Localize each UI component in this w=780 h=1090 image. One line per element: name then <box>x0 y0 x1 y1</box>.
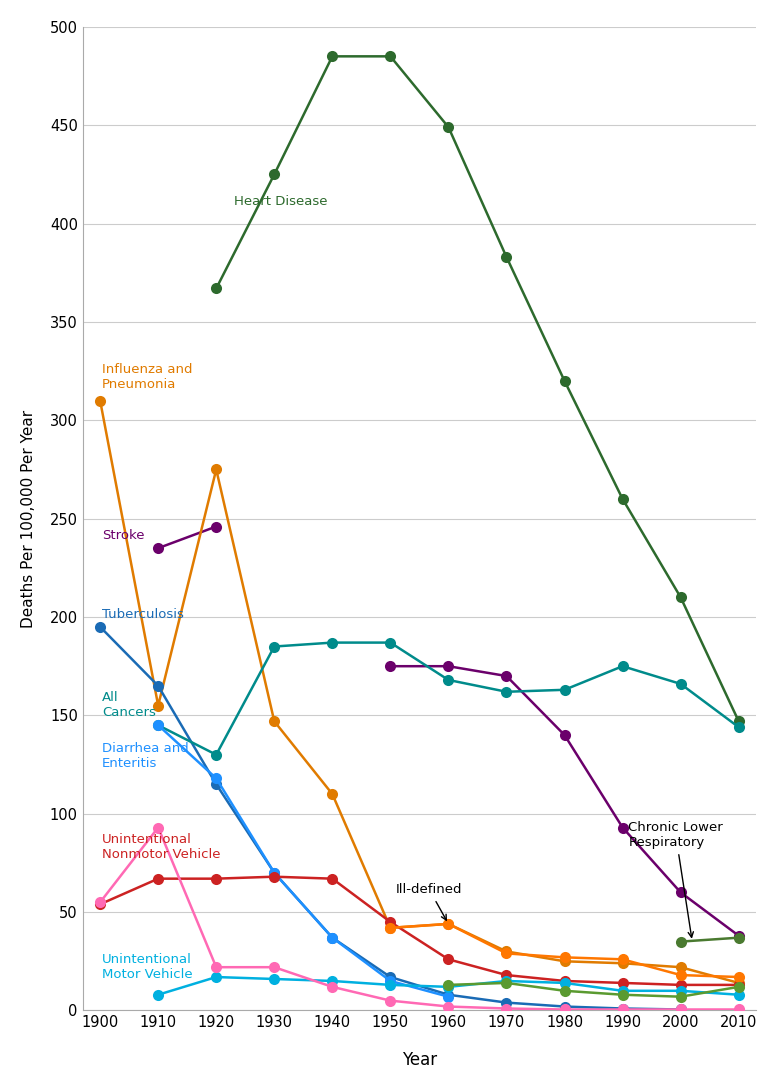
Text: Chronic Lower
Respiratory: Chronic Lower Respiratory <box>629 821 723 937</box>
Text: Stroke: Stroke <box>102 530 144 542</box>
Y-axis label: Deaths Per 100,000 Per Year: Deaths Per 100,000 Per Year <box>21 410 36 628</box>
Text: Unintentional
Motor Vehicle: Unintentional Motor Vehicle <box>102 953 193 981</box>
Text: Unintentional
Nonmotor Vehicle: Unintentional Nonmotor Vehicle <box>102 833 221 861</box>
Text: Influenza and
Pneumonia: Influenza and Pneumonia <box>102 363 193 391</box>
Text: Ill-defined: Ill-defined <box>396 883 463 920</box>
Text: Heart Disease: Heart Disease <box>234 195 327 208</box>
Text: All
Cancers: All Cancers <box>102 691 156 719</box>
Text: Diarrhea and
Enteritis: Diarrhea and Enteritis <box>102 742 189 771</box>
X-axis label: Year: Year <box>402 1051 437 1069</box>
Text: Tuberculosis: Tuberculosis <box>102 608 184 621</box>
